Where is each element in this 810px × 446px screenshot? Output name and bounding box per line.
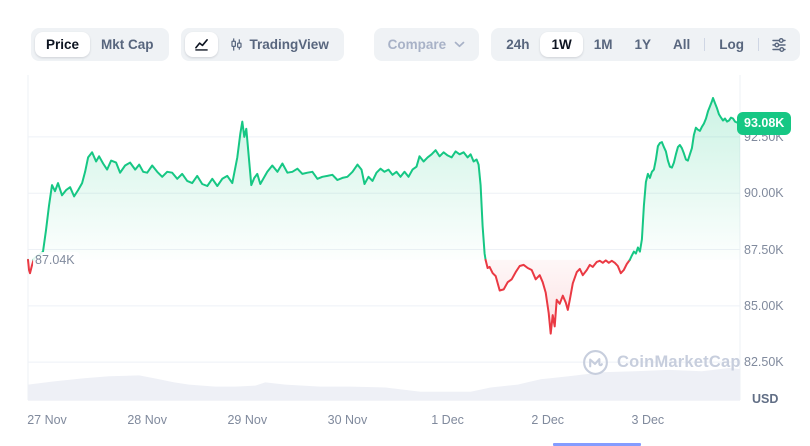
- price-mktcap-toggle: Price Mkt Cap: [31, 28, 169, 61]
- x-tick-label: 1 Dec: [431, 413, 464, 427]
- range-1w[interactable]: 1W: [540, 32, 583, 57]
- y-axis-unit-label: USD: [752, 392, 779, 406]
- x-tick-label: 27 Nov: [27, 413, 67, 427]
- chevron-down-icon: [454, 41, 465, 48]
- candlestick-icon: [229, 37, 244, 52]
- toolbar-left: Price Mkt Cap: [31, 28, 344, 61]
- range-24h[interactable]: 24h: [506, 37, 530, 52]
- x-tick-label: 30 Nov: [327, 413, 368, 427]
- y-tick-label: 90.00K: [744, 186, 784, 201]
- sliders-icon: [771, 37, 787, 53]
- y-tick-label: 85.00K: [744, 298, 784, 313]
- x-tick-label: 2 Dec: [531, 413, 565, 427]
- toolbar-right: Compare 24h 1W 1M 1Y All Log: [373, 28, 800, 61]
- coinmarketcap-watermark: CoinMarketCap: [582, 349, 741, 376]
- compare-button[interactable]: Compare: [373, 28, 480, 61]
- range-1y[interactable]: 1Y: [634, 37, 651, 52]
- tradingview-toggle[interactable]: TradingView: [218, 32, 340, 57]
- tab-mkt-cap[interactable]: Mkt Cap: [101, 37, 154, 52]
- x-tick-label: 3 Dec: [631, 413, 665, 427]
- selection-artifact: [553, 443, 641, 446]
- x-tick-label: 29 Nov: [227, 413, 268, 427]
- log-scale-toggle[interactable]: Log: [719, 37, 744, 52]
- divider: [758, 38, 759, 51]
- chart-settings-button[interactable]: [762, 32, 796, 57]
- range-1m[interactable]: 1M: [593, 37, 613, 52]
- coinmarketcap-logo-icon: [582, 349, 609, 376]
- y-tick-label: 87.50K: [744, 242, 784, 257]
- timeframe-group: 24h 1W 1M 1Y All Log: [491, 28, 800, 61]
- x-tick-label: 28 Nov: [127, 413, 167, 427]
- tab-price[interactable]: Price: [35, 32, 91, 57]
- compare-label: Compare: [387, 37, 447, 52]
- period-open-price-label: 87.04K: [33, 252, 80, 269]
- line-chart-toggle[interactable]: [184, 32, 218, 57]
- line-chart-icon: [194, 37, 209, 52]
- current-price-badge: 93.08K: [737, 112, 792, 135]
- range-all[interactable]: All: [672, 37, 691, 52]
- watermark-text: CoinMarketCap: [617, 353, 741, 371]
- divider: [704, 38, 706, 51]
- tradingview-label: TradingView: [249, 37, 329, 52]
- chart-type-toggle: TradingView: [180, 28, 344, 61]
- y-tick-label: 82.50K: [744, 355, 784, 370]
